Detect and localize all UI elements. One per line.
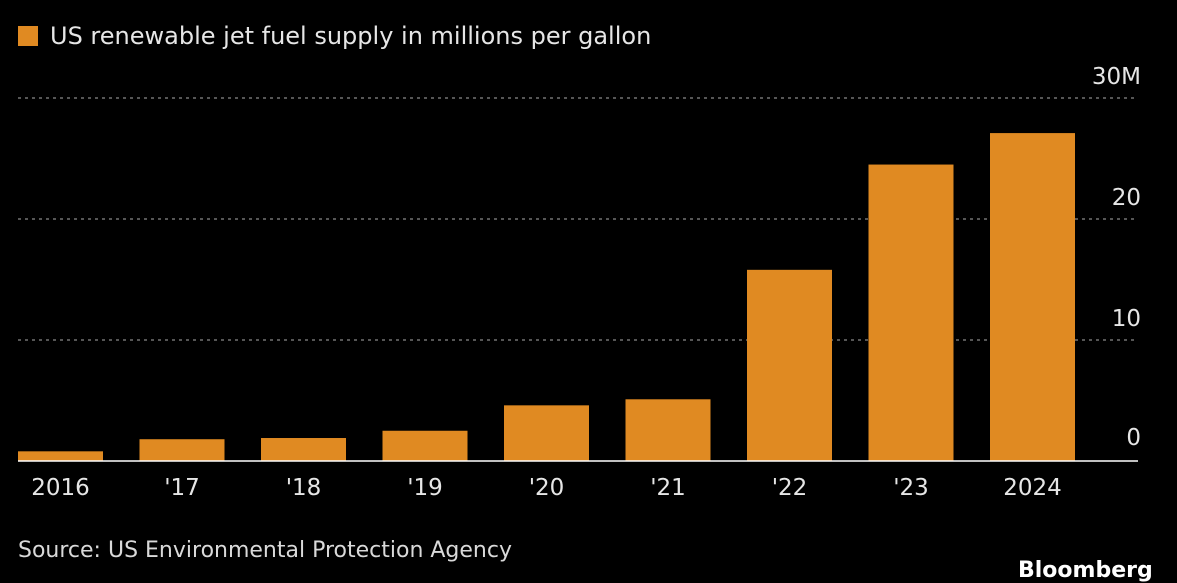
x-tick-label: 2016 [31, 475, 90, 501]
source-note: Source: US Environmental Protection Agen… [18, 538, 512, 563]
y-tick-label: 30M [1092, 64, 1141, 90]
brand-logo: Bloomberg [1018, 558, 1153, 583]
bar [18, 451, 103, 461]
bar [261, 438, 346, 461]
x-tick-label: '18 [286, 475, 322, 501]
legend-label: US renewable jet fuel supply in millions… [50, 22, 652, 50]
x-tick-label: '20 [529, 475, 565, 501]
y-tick-label: 0 [1126, 425, 1141, 451]
bar [382, 430, 468, 461]
bar [990, 133, 1075, 461]
bar [625, 399, 711, 461]
bar [139, 439, 225, 461]
x-tick-label: '19 [407, 475, 443, 501]
legend-swatch [18, 26, 38, 46]
bar [504, 405, 589, 461]
x-tick-label: 2024 [1003, 475, 1062, 501]
bar [747, 269, 832, 461]
x-tick-label: '21 [650, 475, 686, 501]
y-tick-label: 10 [1112, 306, 1141, 332]
bar [868, 164, 954, 462]
y-tick-label: 20 [1112, 185, 1141, 211]
x-tick-label: '23 [893, 475, 929, 501]
bar-chart: 0 10 20 30M 2016 '17 '18 '19 '20 '21 '22 '23 2024 [18, 64, 1141, 501]
legend: US renewable jet fuel supply in millions… [18, 22, 651, 50]
x-tick-label: '22 [772, 475, 808, 501]
x-tick-label: '17 [164, 475, 200, 501]
